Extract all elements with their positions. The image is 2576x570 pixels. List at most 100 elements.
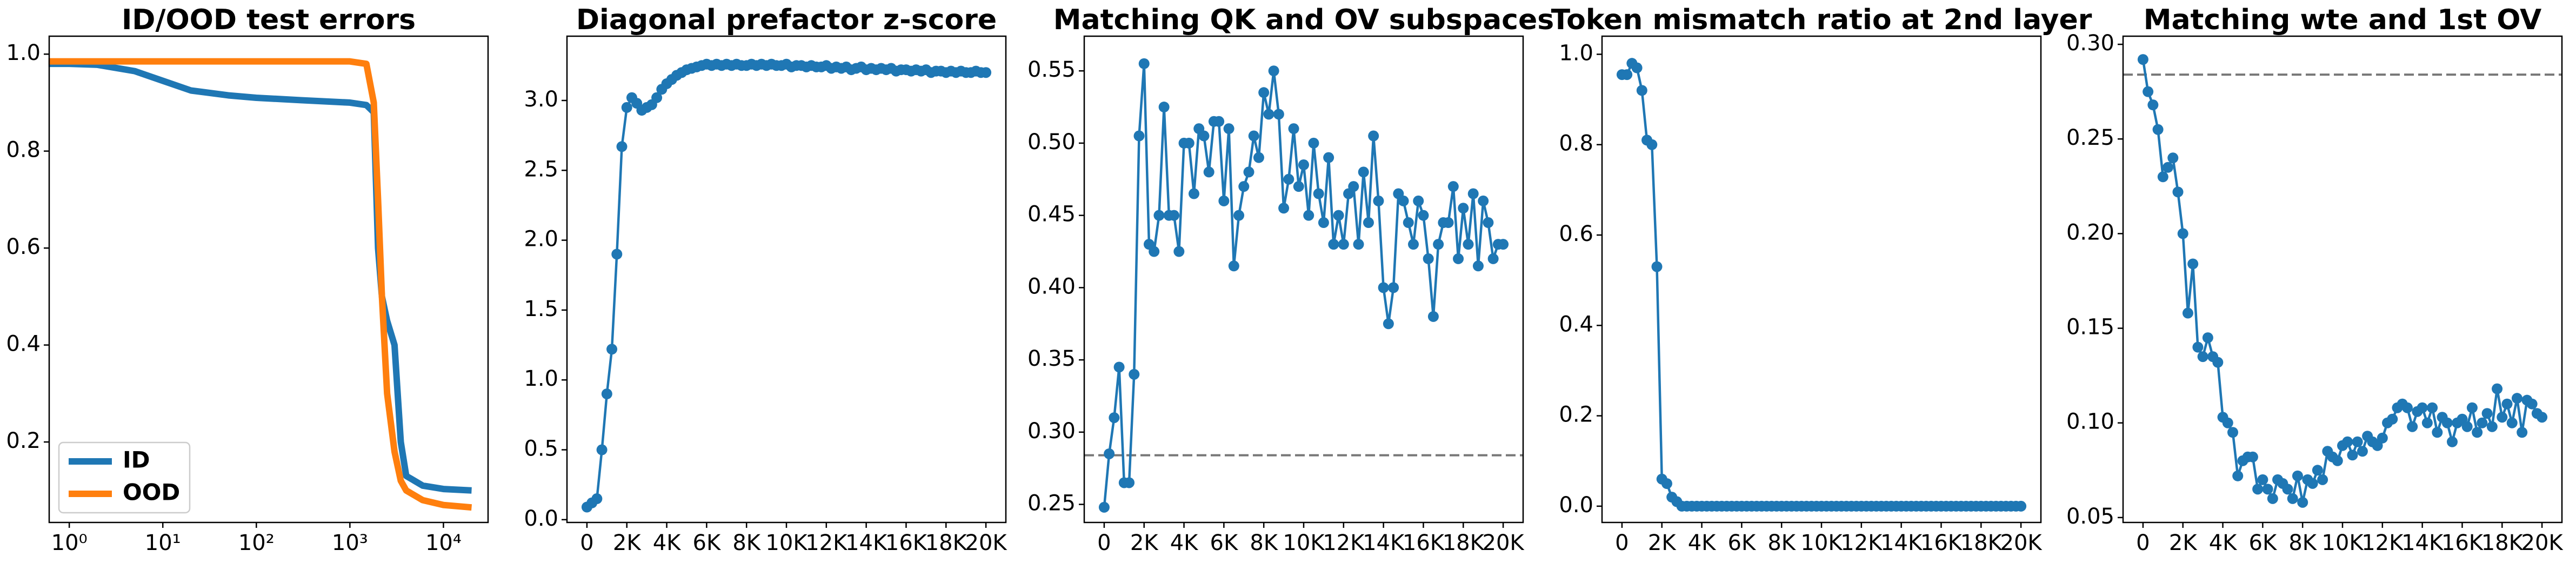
marker (1467, 188, 1479, 199)
marker (1298, 159, 1309, 171)
marker (1248, 130, 1259, 142)
marker (2472, 427, 2483, 438)
marker (591, 493, 603, 505)
marker (2537, 412, 2548, 423)
legend-label: ID (123, 447, 150, 473)
marker (1153, 210, 1165, 221)
marker (2016, 500, 2027, 512)
x-tick-label: 16K (885, 531, 928, 555)
x-tick-label: 12K (1840, 531, 1883, 555)
marker (1427, 311, 1439, 322)
marker (1348, 181, 1359, 192)
x-tick-label: 18K (1443, 531, 1485, 555)
marker (2232, 470, 2244, 481)
marker (1483, 217, 1494, 229)
y-tick-label: 1.5 (524, 297, 558, 321)
x-tick-label: 6K (1728, 531, 1757, 555)
marker (1268, 65, 1279, 77)
y-tick-label: 0.25 (1027, 491, 1076, 516)
x-tick-label: 6K (2249, 531, 2278, 555)
marker (1113, 361, 1125, 373)
marker (2347, 450, 2358, 461)
marker (1423, 253, 1434, 264)
marker (1318, 217, 1329, 229)
y-tick-label: 0.35 (1027, 346, 1076, 371)
y-tick-label: 0.4 (6, 332, 41, 357)
marker (2407, 421, 2418, 432)
axes-frame (48, 35, 489, 524)
marker (2167, 152, 2179, 164)
y-tick-label: 0.50 (1027, 130, 1076, 155)
marker (1328, 239, 1339, 250)
marker (1283, 173, 1294, 185)
marker (2187, 258, 2199, 270)
panel: Diagonal prefactor z-score 0.0 0.5 1.0 1.5 2.… (524, 4, 1007, 555)
x-tick-label: 10K (2321, 531, 2364, 555)
marker (1228, 260, 1239, 272)
marker (1109, 412, 1120, 424)
marker (2282, 484, 2293, 495)
y-tick-label: 0.05 (2066, 504, 2114, 529)
x-tick-label: 4K (1170, 531, 1199, 555)
series-line (48, 61, 472, 494)
marker (2312, 465, 2323, 476)
x-tick-label: 8K (1767, 531, 1796, 555)
x-tick-label: 0 (1615, 531, 1629, 555)
series-line (2141, 59, 2543, 504)
marker (2182, 307, 2193, 319)
y-tick-label: 0.6 (6, 234, 41, 259)
marker (2357, 446, 2368, 457)
marker (2152, 124, 2164, 135)
marker (2421, 417, 2433, 428)
marker (1288, 123, 1299, 135)
series-line (586, 63, 986, 508)
y-tick-label: 3.0 (524, 87, 558, 112)
marker (2417, 402, 2428, 413)
series-line (48, 58, 472, 511)
marker (2252, 484, 2264, 495)
x-tick-label: 18K (925, 531, 968, 555)
marker (2517, 427, 2528, 438)
y-tick-label: 1.0 (524, 366, 558, 391)
marker (1358, 166, 1369, 178)
marker (1138, 58, 1150, 69)
y-tick-label: 0.8 (6, 138, 41, 163)
marker (2247, 451, 2258, 462)
panel-title: Diagonal prefactor z-score (576, 4, 997, 36)
x-tick-label: 6K (1210, 531, 1239, 555)
x-tick-label: 8K (2288, 531, 2317, 555)
x-tick-label: 8K (732, 531, 761, 555)
x-tick-label: 14K (845, 531, 888, 555)
marker (2477, 417, 2488, 428)
y-tick-label: 0.45 (1027, 202, 1076, 227)
marker (2227, 427, 2238, 438)
marker (1238, 181, 1250, 192)
x-tick-label: 14K (1880, 531, 1923, 555)
marker (2461, 421, 2473, 432)
marker (2352, 436, 2363, 447)
marker (596, 444, 608, 455)
x-tick-label: 0 (580, 531, 593, 555)
marker (2147, 99, 2159, 111)
marker (2192, 341, 2204, 353)
x-tick-label: 2K (613, 531, 642, 555)
x-tick-label: 12K (805, 531, 848, 555)
marker (1636, 85, 1647, 96)
marker (2197, 351, 2208, 363)
marker (2526, 398, 2538, 410)
marker (1308, 137, 1319, 149)
marker (611, 249, 623, 260)
marker (1323, 152, 1334, 163)
marker (1104, 448, 1115, 459)
axes-frame (566, 35, 1007, 524)
y-tick-label: 0.2 (6, 428, 41, 453)
y-tick-label: 0.55 (1027, 57, 1076, 82)
panel-title: ID/OOD test errors (122, 4, 416, 36)
y-tick-label: 0.6 (1559, 222, 1593, 246)
marker (1258, 87, 1270, 98)
x-tick-label: 12K (2361, 531, 2404, 555)
y-tick-label: 0.20 (2066, 220, 2114, 245)
y-tick-label: 2.0 (524, 227, 558, 252)
